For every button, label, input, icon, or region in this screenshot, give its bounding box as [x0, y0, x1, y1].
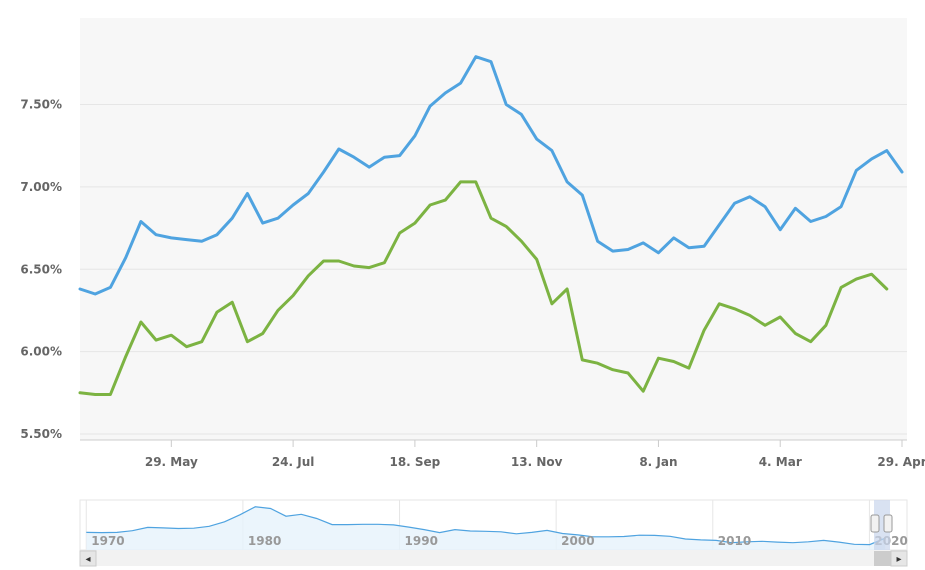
- navigator-year-label: 1990: [405, 534, 438, 548]
- navigator-year-label: 2000: [561, 534, 594, 548]
- x-tick-label: 18. Sep: [389, 455, 440, 469]
- x-tick-label: 13. Nov: [511, 455, 563, 469]
- x-tick-label: 29. Apr: [877, 455, 925, 469]
- navigator-year-label: 1980: [248, 534, 281, 548]
- series-lines: [78, 55, 904, 396]
- navigator-year-label: 1970: [91, 534, 124, 548]
- navigator-year-label: 2010: [718, 534, 751, 548]
- plot-area: [80, 18, 907, 440]
- scrollbar-thumb[interactable]: [874, 551, 892, 566]
- scrollbar-left-button[interactable]: [79, 550, 97, 567]
- x-tick-label: 4. Mar: [759, 455, 802, 469]
- scrollbar-track[interactable]: [80, 551, 907, 566]
- x-axis-ticks: [80, 439, 907, 447]
- grid-lines: [80, 104, 907, 435]
- navigator-selection[interactable]: [874, 500, 890, 550]
- y-axis-labels: 5.50% 6.00% 6.50% 7.00% 7.50%: [20, 98, 62, 442]
- navigator-series: [86, 506, 886, 550]
- y-tick-label: 6.00%: [20, 345, 62, 359]
- navigator-labels: 1970 1980 1990 2000 2010 2020: [91, 534, 908, 548]
- y-tick-label: 5.50%: [20, 427, 62, 441]
- series-line: [78, 55, 904, 296]
- scroll-right-arrow-icon: ▸: [896, 554, 901, 565]
- x-tick-label: 24. Jul: [272, 455, 315, 469]
- scrollbar-right-button[interactable]: [890, 550, 908, 567]
- y-tick-label: 6.50%: [20, 262, 62, 276]
- navigator-handle-right[interactable]: [883, 514, 893, 533]
- series-line: [78, 180, 889, 396]
- navigator-line: [86, 506, 886, 546]
- scroll-left-arrow-icon: ◂: [85, 554, 90, 565]
- navigator-handle-left[interactable]: [870, 514, 880, 533]
- x-tick-label: 29. May: [145, 455, 198, 469]
- y-tick-label: 7.50%: [20, 98, 62, 112]
- y-tick-label: 7.00%: [20, 180, 62, 194]
- x-axis-labels: 29. May 24. Jul 18. Sep 13. Nov 8. Jan 4. Mar…: [145, 455, 925, 469]
- x-tick-label: 8. Jan: [639, 455, 677, 469]
